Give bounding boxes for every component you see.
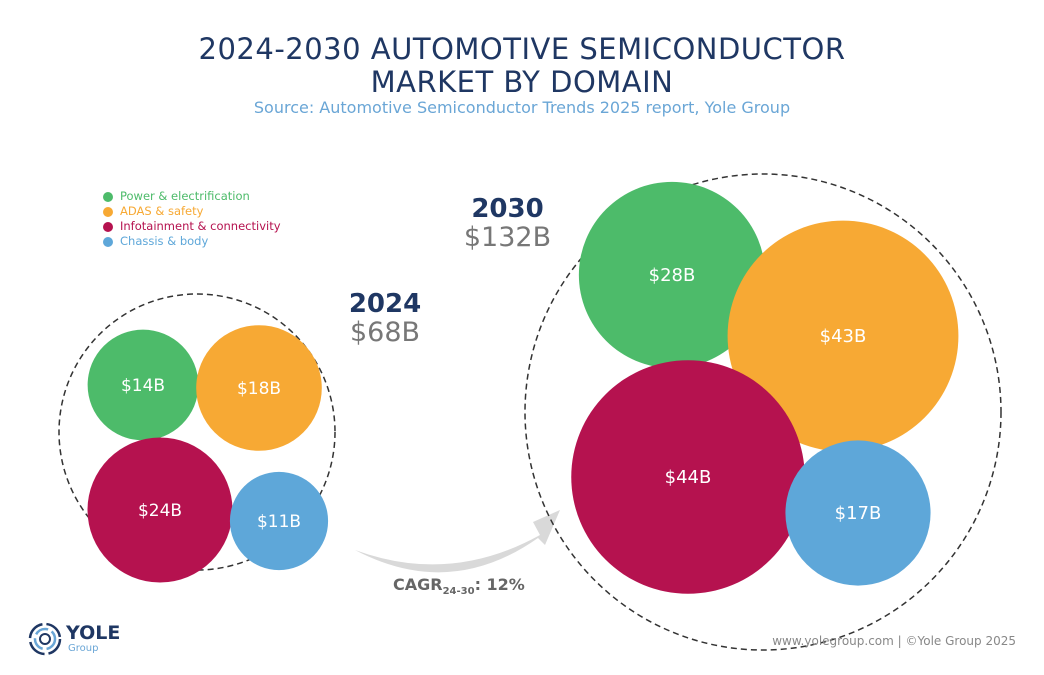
bubble-label-2030-3: $17B (835, 503, 882, 524)
legend-dot (103, 221, 113, 232)
bubble-label-2024-1: $18B (237, 379, 281, 399)
chart-subtitle: Source: Automotive Semiconductor Trends … (253, 98, 791, 117)
group-outline-2024 (58, 293, 336, 571)
legend-dot (103, 206, 113, 217)
yole-logo-icon (28, 622, 62, 656)
chart-title: 2024-2030 AUTOMOTIVE SEMICONDUCTOR MARKE… (198, 32, 846, 99)
legend-item-adas: ADAS & safety (103, 204, 281, 219)
bubble-2024-2 (87, 437, 233, 583)
legend-item-infotainment: Infotainment & connectivity (103, 219, 281, 234)
yole-logo: YOLE Group (28, 622, 120, 656)
bubble-2024-0 (87, 329, 199, 441)
year-label-2024: 2024 $68B (348, 289, 422, 348)
legend-item-chassis: Chassis & body (103, 234, 281, 249)
cagr-annotation: CAGR24-30: 12% (393, 575, 525, 598)
growth-arrow (355, 510, 560, 573)
bubble-label-2024-2: $24B (138, 501, 182, 521)
bubble-label-2024-0: $14B (121, 376, 165, 396)
legend-dot (103, 236, 113, 247)
bubble-2030-1 (727, 220, 959, 452)
legend-item-power: Power & electrification (103, 189, 281, 204)
bubble-2024-1 (196, 325, 322, 451)
bubble-label-2030-2: $44B (665, 467, 712, 488)
legend-dot (103, 191, 113, 202)
bubble-2030-0 (578, 181, 766, 369)
year-label-2030: 2030 $132B (463, 194, 552, 253)
legend: Power & electrification ADAS & safety In… (103, 189, 281, 249)
bubble-2030-3 (785, 440, 931, 586)
bubble-2024-3 (229, 471, 329, 571)
bubble-2030-2 (571, 360, 805, 594)
group-outline-2030 (524, 173, 1002, 651)
bubble-label-2030-0: $28B (649, 265, 696, 286)
footer-credit: www.yolegroup.com | ©Yole Group 2025 (772, 634, 1016, 648)
bubble-label-2030-1: $43B (820, 326, 867, 347)
bubble-label-2024-3: $11B (257, 512, 301, 532)
